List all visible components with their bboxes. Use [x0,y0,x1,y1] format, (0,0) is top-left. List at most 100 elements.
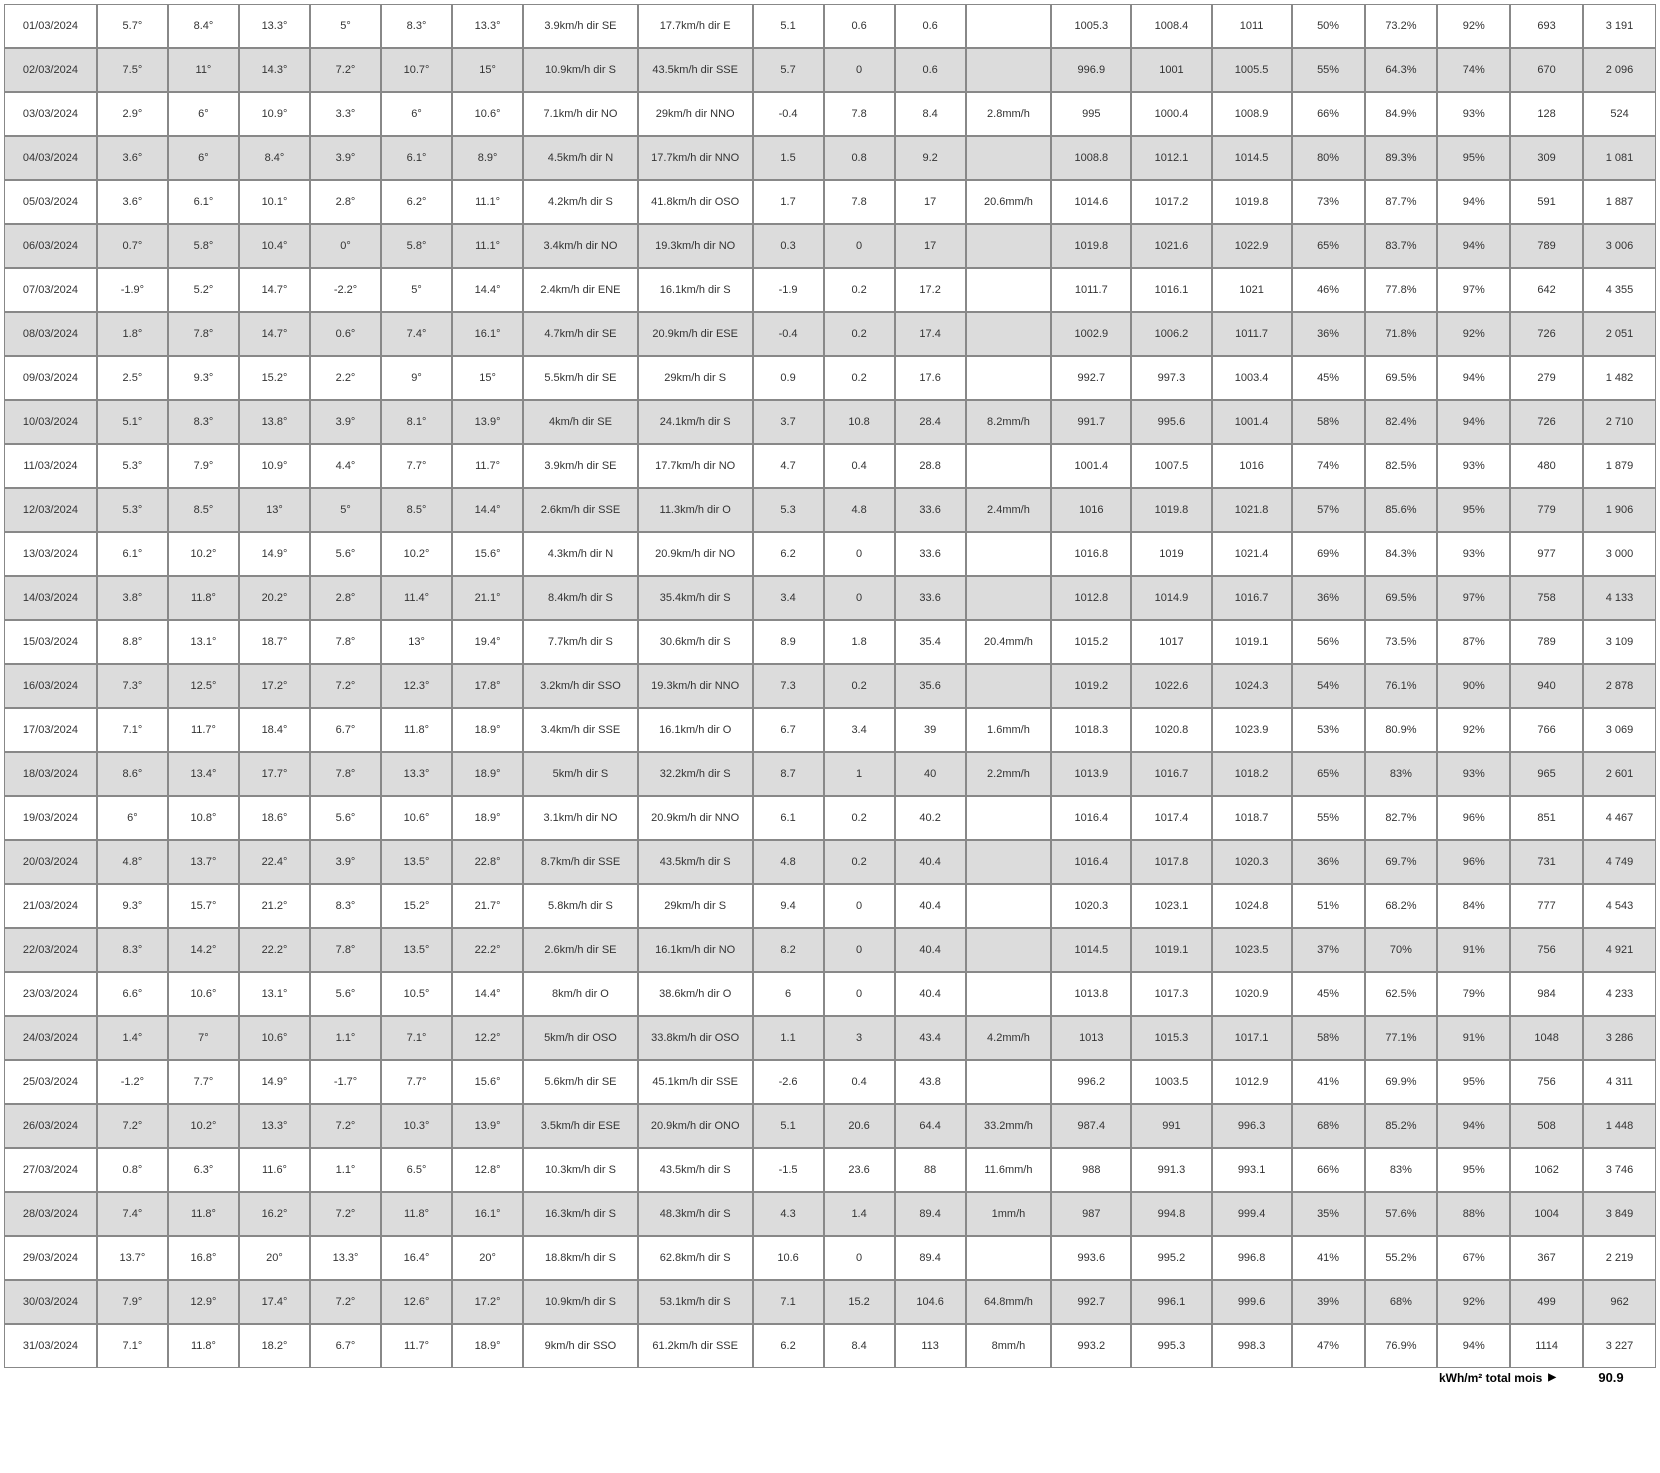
cell-t1: 5.7° [97,4,168,48]
cell-t1: 7.2° [97,1104,168,1148]
cell-p2: 997.3 [1131,356,1211,400]
cell-p3: 996.8 [1212,1236,1292,1280]
cell-p3: 1014.5 [1212,136,1292,180]
cell-t6: 15.6° [452,1060,523,1104]
table-row: 27/03/20240.8°6.3°11.6°1.1°6.5°12.8°10.3… [4,1148,1656,1192]
table-row: 09/03/20242.5°9.3°15.2°2.2°9°15°5.5km/h … [4,356,1656,400]
cell-date: 24/03/2024 [4,1016,97,1060]
cell-h1: 50% [1292,4,1365,48]
cell-wind1: 10.9km/h dir S [523,1280,638,1324]
cell-t1: 3.6° [97,136,168,180]
cell-wind1: 10.3km/h dir S [523,1148,638,1192]
table-row: 31/03/20247.1°11.8°18.2°6.7°11.7°18.9°9k… [4,1324,1656,1368]
cell-h2: 82.5% [1365,444,1438,488]
cell-t1: 7.4° [97,1192,168,1236]
cell-n2: 2 710 [1583,400,1656,444]
cell-v1: 1.5 [753,136,824,180]
cell-h2: 70% [1365,928,1438,972]
cell-date: 15/03/2024 [4,620,97,664]
cell-t3: 13.8° [239,400,310,444]
cell-rain: 1.6mm/h [966,708,1052,752]
cell-h2: 83% [1365,752,1438,796]
cell-t2: 13.7° [168,840,239,884]
cell-h1: 73% [1292,180,1365,224]
cell-h3: 94% [1437,356,1510,400]
cell-rain [966,4,1052,48]
cell-p2: 1001 [1131,48,1211,92]
cell-t4: 5.6° [310,972,381,1016]
cell-h3: 96% [1437,840,1510,884]
cell-n2: 3 069 [1583,708,1656,752]
cell-t2: 10.8° [168,796,239,840]
cell-rain [966,224,1052,268]
cell-t3: 10.6° [239,1016,310,1060]
cell-wind2: 16.1km/h dir S [638,268,753,312]
cell-t6: 20° [452,1236,523,1280]
cell-p3: 1019.8 [1212,180,1292,224]
cell-t6: 15.6° [452,532,523,576]
cell-v3: 43.8 [895,1060,966,1104]
cell-v2: 20.6 [824,1104,895,1148]
cell-p1: 1011.7 [1051,268,1131,312]
cell-t3: 8.4° [239,136,310,180]
cell-rain [966,312,1052,356]
cell-p1: 1014.6 [1051,180,1131,224]
cell-t6: 17.2° [452,1280,523,1324]
cell-date: 30/03/2024 [4,1280,97,1324]
cell-wind2: 20.9km/h dir NNO [638,796,753,840]
cell-t3: 22.4° [239,840,310,884]
cell-h3: 96% [1437,796,1510,840]
cell-p3: 1001.4 [1212,400,1292,444]
cell-h3: 94% [1437,180,1510,224]
cell-v3: 40.4 [895,928,966,972]
table-row: 30/03/20247.9°12.9°17.4°7.2°12.6°17.2°10… [4,1280,1656,1324]
cell-t1: -1.9° [97,268,168,312]
cell-wind2: 19.3km/h dir NO [638,224,753,268]
cell-v3: 40.4 [895,840,966,884]
table-row: 26/03/20247.2°10.2°13.3°7.2°10.3°13.9°3.… [4,1104,1656,1148]
cell-v1: -1.9 [753,268,824,312]
cell-date: 01/03/2024 [4,4,97,48]
cell-h2: 76.9% [1365,1324,1438,1368]
cell-wind2: 32.2km/h dir S [638,752,753,796]
cell-v2: 0.6 [824,4,895,48]
cell-wind1: 5km/h dir OSO [523,1016,638,1060]
table-row: 10/03/20245.1°8.3°13.8°3.9°8.1°13.9°4km/… [4,400,1656,444]
cell-t4: 4.4° [310,444,381,488]
cell-p3: 1021 [1212,268,1292,312]
cell-t5: 11.8° [381,708,452,752]
cell-t2: 12.5° [168,664,239,708]
cell-v1: 8.7 [753,752,824,796]
footer-label-text: kWh/m² total mois [1439,1371,1542,1385]
cell-t4: 3.9° [310,840,381,884]
cell-p2: 1019.8 [1131,488,1211,532]
cell-n1: 128 [1510,92,1583,136]
cell-rain [966,1060,1052,1104]
cell-n2: 2 878 [1583,664,1656,708]
cell-p2: 1008.4 [1131,4,1211,48]
cell-t5: 5° [381,268,452,312]
cell-rain [966,576,1052,620]
cell-h2: 82.4% [1365,400,1438,444]
cell-date: 03/03/2024 [4,92,97,136]
cell-v1: 7.1 [753,1280,824,1324]
cell-t4: 2.8° [310,180,381,224]
cell-v2: 0 [824,928,895,972]
cell-n2: 1 482 [1583,356,1656,400]
cell-v3: 0.6 [895,4,966,48]
cell-h3: 94% [1437,1104,1510,1148]
cell-wind1: 4.7km/h dir SE [523,312,638,356]
cell-n2: 2 601 [1583,752,1656,796]
cell-h2: 55.2% [1365,1236,1438,1280]
cell-v3: 28.4 [895,400,966,444]
cell-p1: 1013 [1051,1016,1131,1060]
cell-v3: 43.4 [895,1016,966,1060]
cell-t4: 7.2° [310,1280,381,1324]
cell-v2: 0 [824,1236,895,1280]
cell-date: 09/03/2024 [4,356,97,400]
cell-t6: 12.2° [452,1016,523,1060]
footer-arrow-icon: ▶ [1548,1372,1556,1383]
cell-date: 26/03/2024 [4,1104,97,1148]
cell-v1: 6.2 [753,532,824,576]
cell-t5: 6.5° [381,1148,452,1192]
